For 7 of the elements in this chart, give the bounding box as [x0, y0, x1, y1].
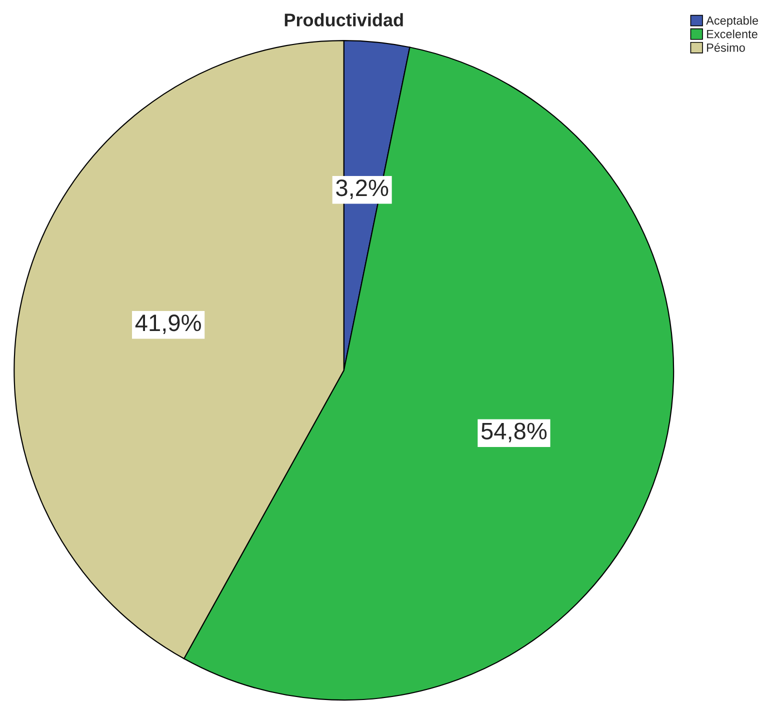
data-label: 54,8% — [481, 422, 547, 442]
data-label: 3,2% — [336, 180, 388, 200]
chart-title: Productividad — [284, 13, 403, 26]
legend-label: Aceptable — [706, 16, 758, 28]
legend-label: Excelente — [707, 30, 758, 38]
data-label: 41,9% — [135, 314, 201, 334]
legend-label: Pésimo — [707, 43, 745, 52]
